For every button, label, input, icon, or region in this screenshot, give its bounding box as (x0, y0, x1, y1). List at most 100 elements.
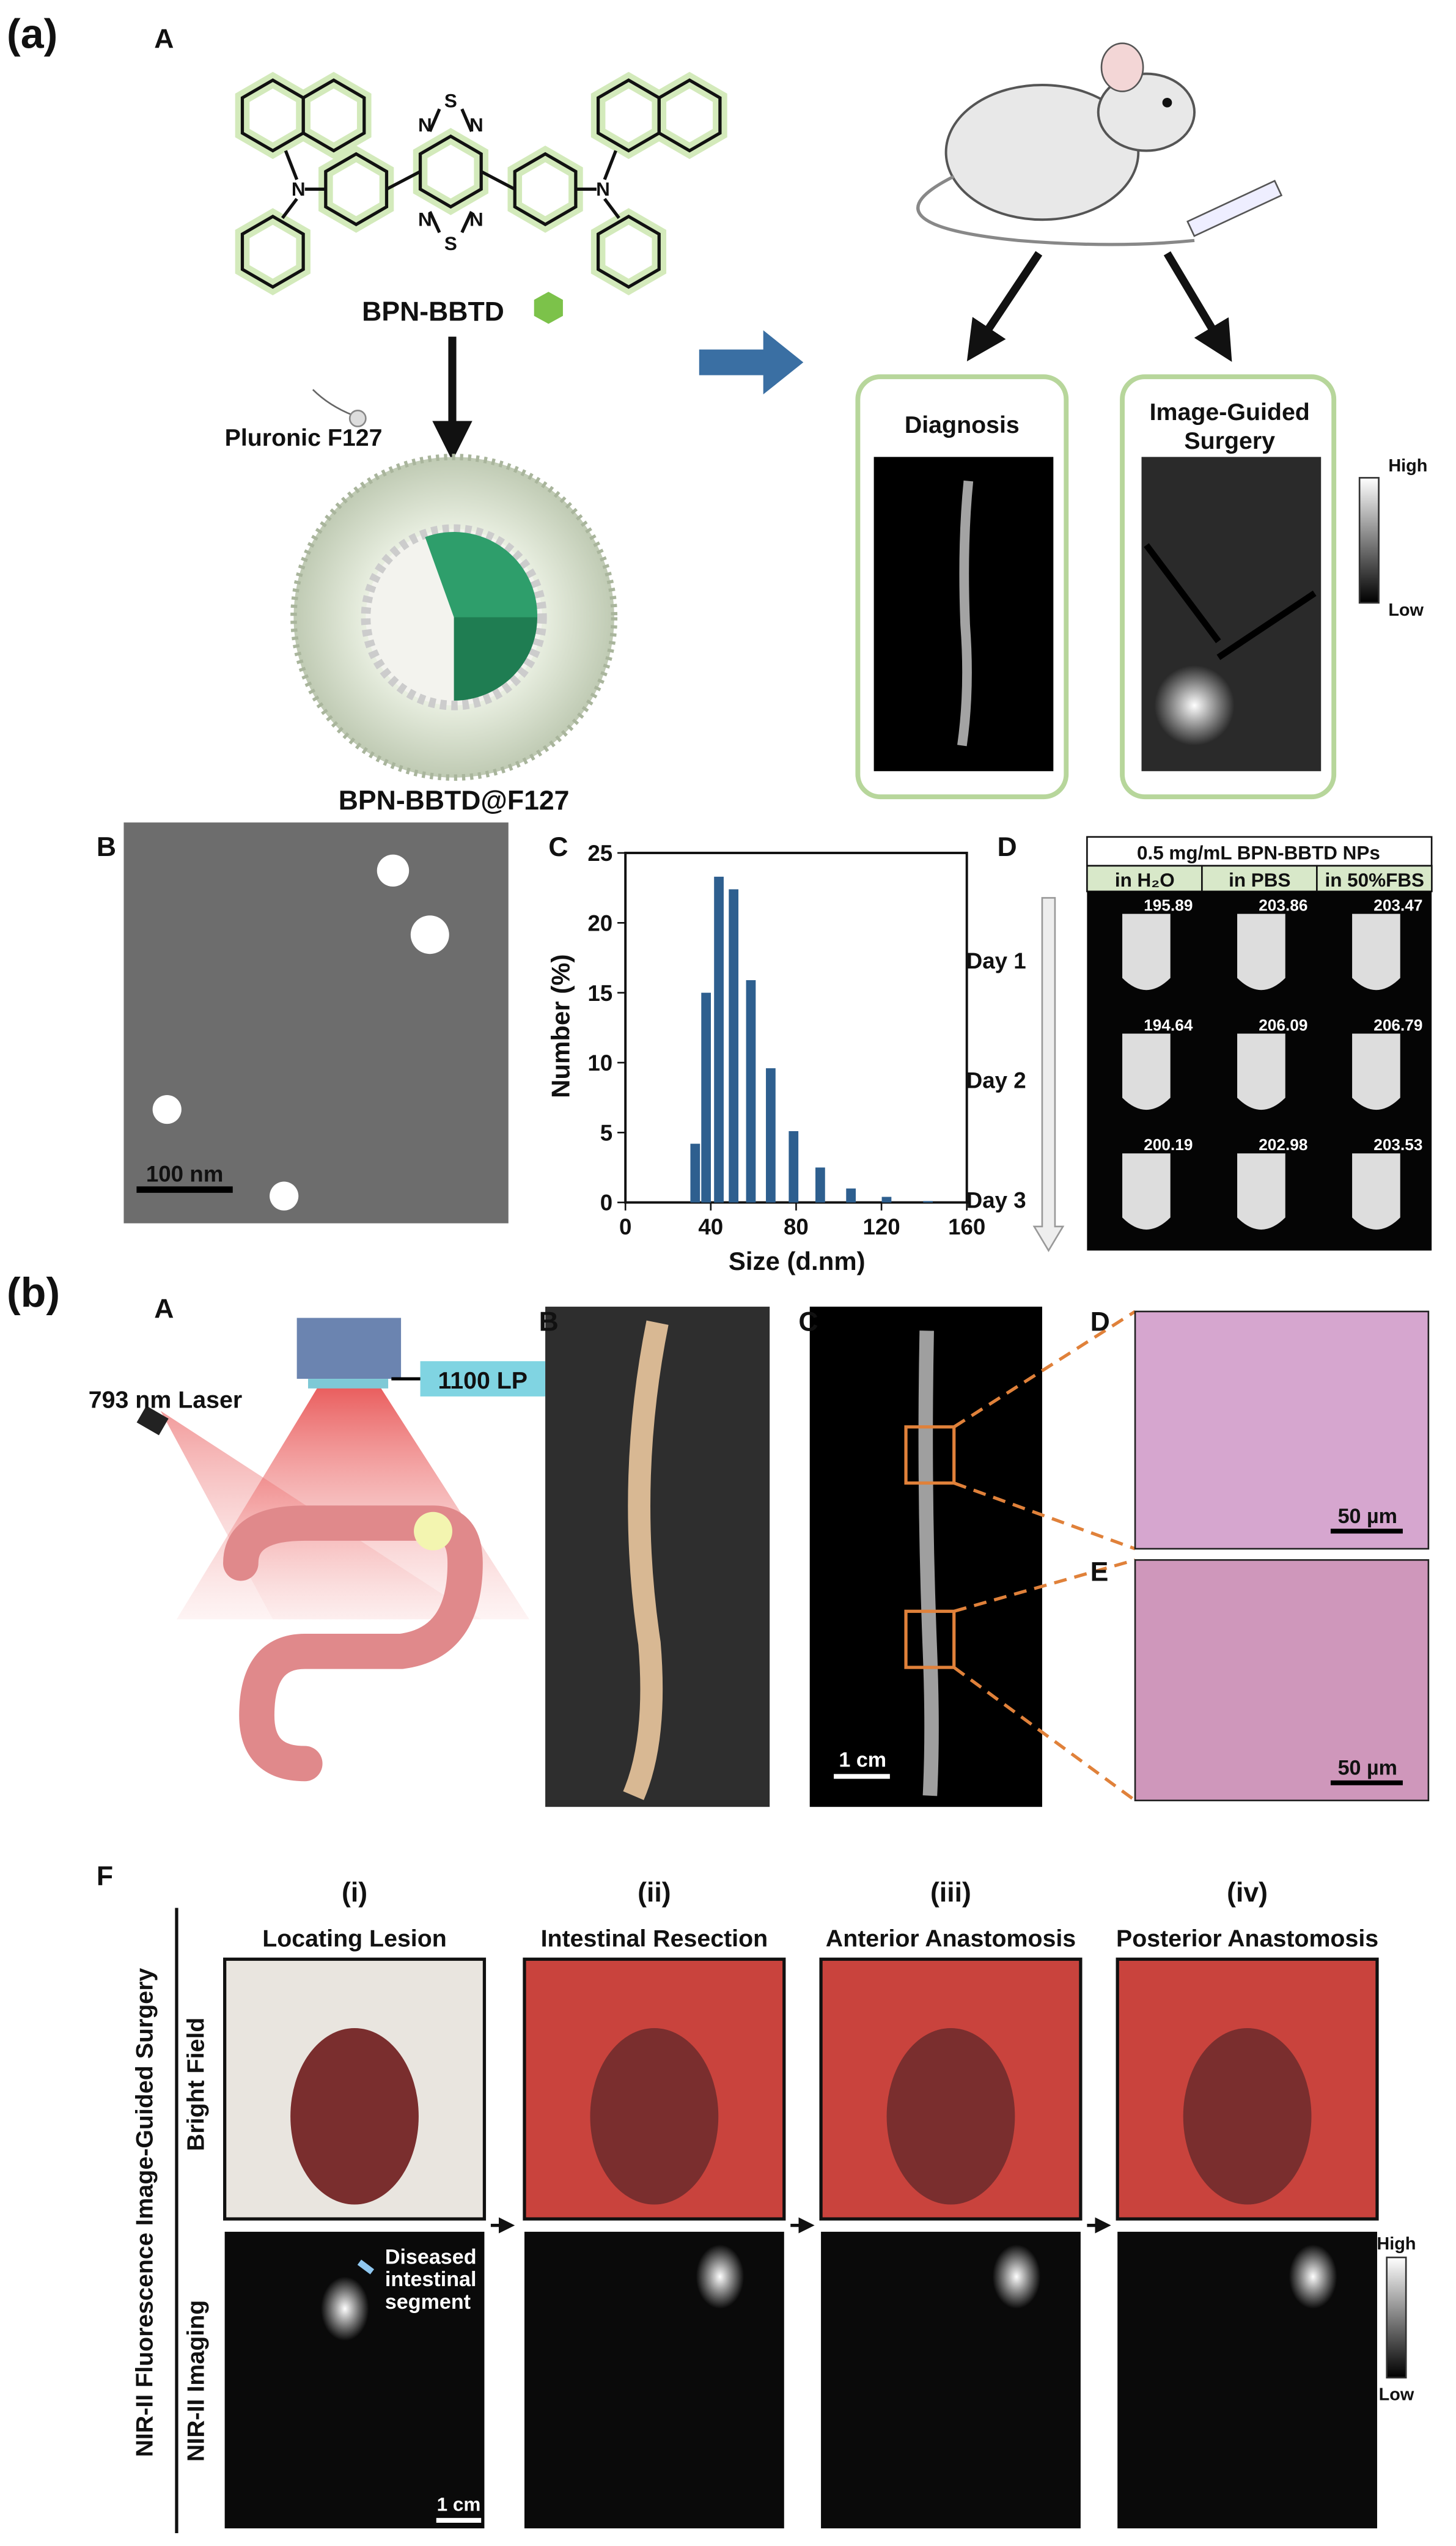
scale-bar-label: 50 µm (1338, 1757, 1397, 1780)
scale-label: Low (1379, 2385, 1414, 2404)
scale-label: High (1377, 2234, 1416, 2254)
scale-label: High (1388, 456, 1427, 476)
sub-label: D (998, 832, 1017, 862)
molecule (235, 72, 727, 296)
atom: N (418, 114, 432, 136)
fluorescence (696, 2245, 745, 2309)
atom: N (469, 209, 483, 231)
sub-label: A (154, 24, 174, 54)
histology-image (1134, 1559, 1430, 1802)
box-title: Diagnosis (905, 411, 1020, 438)
pointer (357, 2259, 375, 2275)
column-header-text: in H₂O (1115, 869, 1175, 891)
y-tick-label: 0 (600, 1190, 612, 1216)
intestine (886, 2028, 1015, 2205)
nir-image (873, 457, 1322, 772)
filter-label: 1100 LP (438, 1367, 528, 1394)
intestine (1183, 2028, 1312, 2205)
stability-table: 0.5 mg/mL BPN-BBTD NPs in H₂O in PBS in 50%… (966, 836, 1433, 1252)
bar (789, 1131, 799, 1203)
bar (846, 1188, 856, 1203)
box (855, 374, 1069, 800)
row-label: NIR-II Imaging (183, 2300, 210, 2462)
nir-photo (821, 2232, 1081, 2529)
icon (312, 389, 353, 416)
cell-value: 206.09 (1259, 1016, 1307, 1034)
bar (714, 876, 724, 1203)
vial (1237, 1153, 1285, 1230)
bar (881, 1197, 892, 1203)
cell-value: 206.79 (1373, 1016, 1422, 1034)
y-tick-label: 15 (587, 981, 612, 1006)
vial (1237, 913, 1285, 991)
nir-photo (524, 2232, 784, 2529)
sub-label: A (154, 1294, 174, 1324)
step-title: Locating Lesion (262, 1925, 447, 1952)
fluorescence (320, 2276, 369, 2341)
intestine (590, 2028, 719, 2205)
photo (545, 1307, 770, 1807)
setup-illustration (136, 1318, 529, 1782)
y-tick-label: 25 (587, 841, 612, 866)
mouse (916, 42, 1283, 362)
table-header-text: 0.5 mg/mL BPN-BBTD NPs (1137, 842, 1380, 863)
scale-bar-label: 50 µm (1338, 1505, 1397, 1528)
step-title: Intestinal Resection (541, 1925, 768, 1952)
nir-image (809, 1307, 1136, 1807)
bar (815, 1167, 825, 1203)
sub-label: E (1090, 1557, 1109, 1587)
y-tick-label: 10 (587, 1050, 612, 1076)
vial (1122, 1153, 1171, 1230)
cell-value: 200.19 (1144, 1135, 1193, 1154)
step-title: Posterior Anastomosis (1116, 1925, 1378, 1952)
colorbar (1358, 477, 1380, 604)
y-tick-label: 20 (587, 910, 612, 935)
bar (701, 992, 711, 1203)
x-axis-title: Size (d.nm) (729, 1247, 866, 1275)
sub-label: B (539, 1307, 559, 1337)
atom: S (444, 90, 457, 112)
annotation: Diseased (385, 2245, 477, 2268)
atom: N (596, 179, 610, 200)
row-label: Day 1 (966, 948, 1026, 973)
tem-image (123, 822, 509, 1223)
box (1120, 374, 1337, 800)
icon (348, 409, 367, 427)
nanoparticle-name: BPN-BBTD@F127 (339, 786, 570, 816)
vial (1237, 1033, 1285, 1110)
arrow (699, 330, 804, 395)
scale-bar-label: 1 cm (839, 1749, 886, 1772)
vial (1352, 1033, 1400, 1110)
box-title: Surgery (1184, 427, 1275, 454)
sub-label: D (1090, 1307, 1110, 1337)
row-label: Day 2 (966, 1068, 1026, 1093)
sub-label: F (97, 1862, 113, 1892)
surfactant: Pluronic F127 (225, 424, 383, 451)
histology-image (1134, 1310, 1430, 1550)
bar (746, 980, 756, 1203)
bar (923, 1201, 933, 1203)
vial (1122, 1033, 1171, 1110)
atom: N (418, 209, 432, 231)
cell-value: 202.98 (1259, 1135, 1307, 1154)
fluorescence (992, 2245, 1041, 2309)
label-box (420, 1361, 546, 1397)
scale-bar-label: 1 cm (437, 2493, 481, 2515)
fluorescence (1289, 2245, 1337, 2309)
cell-value: 203.86 (1259, 896, 1307, 914)
annotation: intestinal (385, 2268, 477, 2291)
vial (1352, 1153, 1400, 1230)
cell-value: 203.53 (1373, 1135, 1422, 1154)
intestine (290, 2028, 419, 2205)
atom: N (469, 114, 483, 136)
sub-label: B (97, 832, 116, 862)
y-tick-label: 5 (600, 1120, 612, 1145)
column-header-text: in PBS (1229, 869, 1290, 891)
panel-label: (b) (7, 1269, 60, 1316)
vial (1352, 913, 1400, 991)
x-tick-label: 0 (619, 1214, 631, 1239)
vial (1122, 913, 1171, 991)
x-tick-label: 40 (698, 1214, 723, 1239)
nir-photo (1117, 2232, 1377, 2529)
bar (690, 1143, 700, 1203)
